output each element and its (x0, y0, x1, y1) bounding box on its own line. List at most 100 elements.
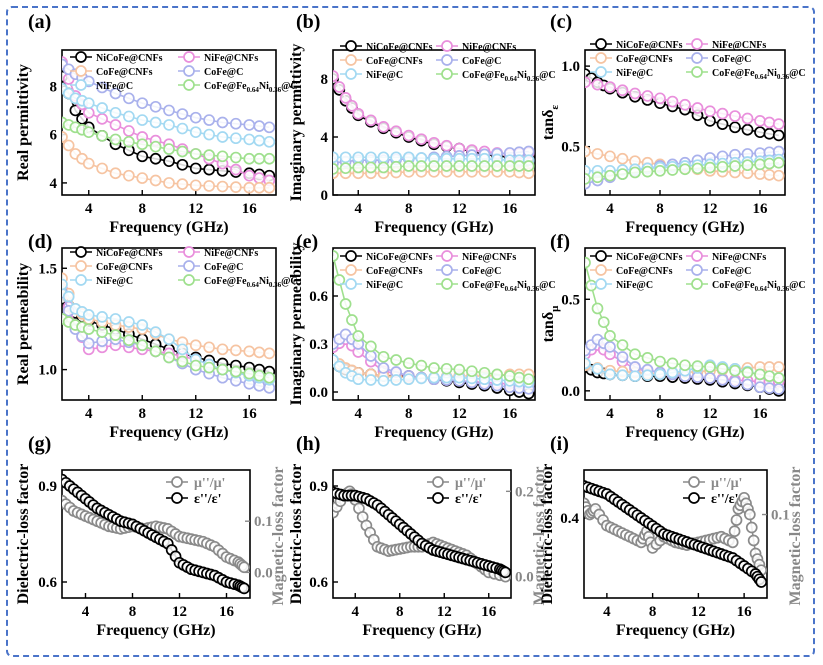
x-tick-label: 8 (649, 604, 657, 620)
data-point (428, 371, 440, 384)
data-point (352, 107, 365, 120)
x-tick-label: 8 (405, 406, 413, 422)
data-point (176, 158, 189, 171)
y-axis-label: Imaginary permittivity (288, 44, 305, 202)
legend-item-nicofe-cnfs: NiCoFe@CNFs (70, 51, 163, 64)
data-point (243, 367, 256, 380)
y-tick-label: 0.6 (38, 575, 57, 591)
legend-marker (171, 492, 183, 504)
legend-item-cofe-cnfs: CoFe@CNFs (70, 260, 153, 273)
data-point (136, 138, 149, 151)
data-point (365, 374, 377, 386)
data-point (415, 133, 428, 146)
panel-label: (i) (550, 433, 569, 455)
legend-item-cofe-fe0-64ni0-36-c: CoFe@Fe0.64Ni0.36@C (178, 79, 298, 94)
legend-marker (75, 51, 87, 63)
data-point (263, 121, 276, 134)
legend-label: CoFe@CNFs (96, 67, 153, 78)
data-point (82, 337, 95, 350)
legend-item-nicofe-cnfs: NiCoFe@CNFs (590, 38, 683, 51)
x-tick-label: 8 (656, 406, 664, 422)
data-point (365, 161, 377, 174)
legend-item-nife-cnfs: NiFe@CNFs (178, 246, 258, 259)
data-point (428, 362, 440, 374)
y-tick-label: 8 (50, 79, 58, 95)
y-axis-label-main: tanδ (540, 312, 557, 343)
figure-border (6, 6, 815, 657)
y-tick-label: 0.0 (309, 385, 328, 401)
legend-item-cofe-cnfs: CoFe@CNFs (590, 52, 673, 65)
legend-label: NiFe@C (366, 280, 403, 291)
legend-item-nife-cnfs: NiFe@CNFs (436, 40, 516, 53)
data-point (726, 536, 739, 549)
data-point (604, 368, 616, 381)
x-tick-label: 8 (405, 201, 413, 217)
panel-label: (b) (296, 11, 320, 33)
legend-item-mu-ratio: μ''/μ' (683, 476, 742, 491)
legend-marker (345, 264, 357, 276)
data-point (729, 375, 741, 388)
data-point (666, 357, 679, 370)
data-point (390, 125, 402, 138)
data-point (82, 157, 95, 170)
x-tick-label: 12 (172, 604, 187, 620)
data-point (402, 357, 415, 370)
legend: NiCoFe@CNFs NiFe@CNFs CoFe@CNFs CoFe@C NiFe@… (340, 40, 556, 83)
legend-label: CoFe@CNFs (366, 266, 423, 277)
data-point (629, 348, 641, 361)
legend-item-nicofe-cnfs: NiCoFe@CNFs (70, 246, 163, 259)
y-tick-label: 0.5 (561, 292, 580, 308)
x-tick-label: 16 (737, 604, 753, 620)
legend-label: NiCoFe@CNFs (96, 248, 163, 259)
data-point (149, 345, 162, 358)
legend-label: CoFe@Fe0.64Ni0.36@C (204, 81, 298, 94)
legend-marker (345, 68, 357, 80)
data-point (82, 126, 95, 139)
legend-label: NiFe@C (616, 68, 653, 79)
y-axis-label: Imaginary permeability (288, 242, 305, 405)
data-point (365, 151, 377, 164)
x-tick-label: 12 (703, 406, 718, 422)
data-point (377, 151, 390, 164)
legend-label: CoFe@C (712, 54, 751, 65)
data-point (203, 180, 215, 192)
legend-label: ε''/ε' (455, 492, 483, 507)
panel-label: (g) (28, 433, 51, 455)
data-point (466, 160, 478, 172)
y-axis-label-sub: μ (549, 305, 561, 312)
data-point (203, 114, 215, 126)
data-point (654, 92, 666, 105)
legend-label: μ''/μ' (711, 476, 742, 491)
data-point (123, 169, 135, 182)
legend-marker (183, 246, 195, 258)
y-tick-label: 1.0 (38, 363, 57, 379)
data-point (754, 381, 766, 394)
data-point (390, 160, 402, 173)
data-point (230, 117, 242, 130)
legend-label: CoFe@CNFs (616, 266, 673, 277)
legend-item-eps-ratio: ε''/ε' (166, 492, 222, 507)
data-point (604, 150, 616, 163)
data-point (716, 160, 729, 173)
data-point (491, 368, 503, 381)
data-point (754, 126, 766, 139)
x-tick-label: 16 (502, 201, 518, 217)
x-tick-label: 12 (703, 201, 718, 217)
legend-item-nicofe-cnfs: NiCoFe@CNFs (590, 250, 683, 263)
data-point (629, 87, 641, 100)
legend-marker (691, 250, 703, 262)
y-tick-label: 4 (50, 176, 58, 192)
data-point (772, 169, 785, 182)
data-point (203, 128, 215, 141)
legend-marker (595, 52, 607, 64)
panel-label: (f) (550, 231, 570, 253)
y-right-axis-label: Magnetic-loss factor (531, 466, 548, 605)
data-point (402, 160, 415, 172)
legend-label: NiFe@CNFs (712, 252, 766, 263)
data-point (62, 131, 68, 143)
data-point (333, 151, 339, 164)
data-point (136, 114, 149, 126)
data-point (704, 361, 716, 373)
series-cofe-fe0-64ni0-36-c (333, 250, 535, 386)
